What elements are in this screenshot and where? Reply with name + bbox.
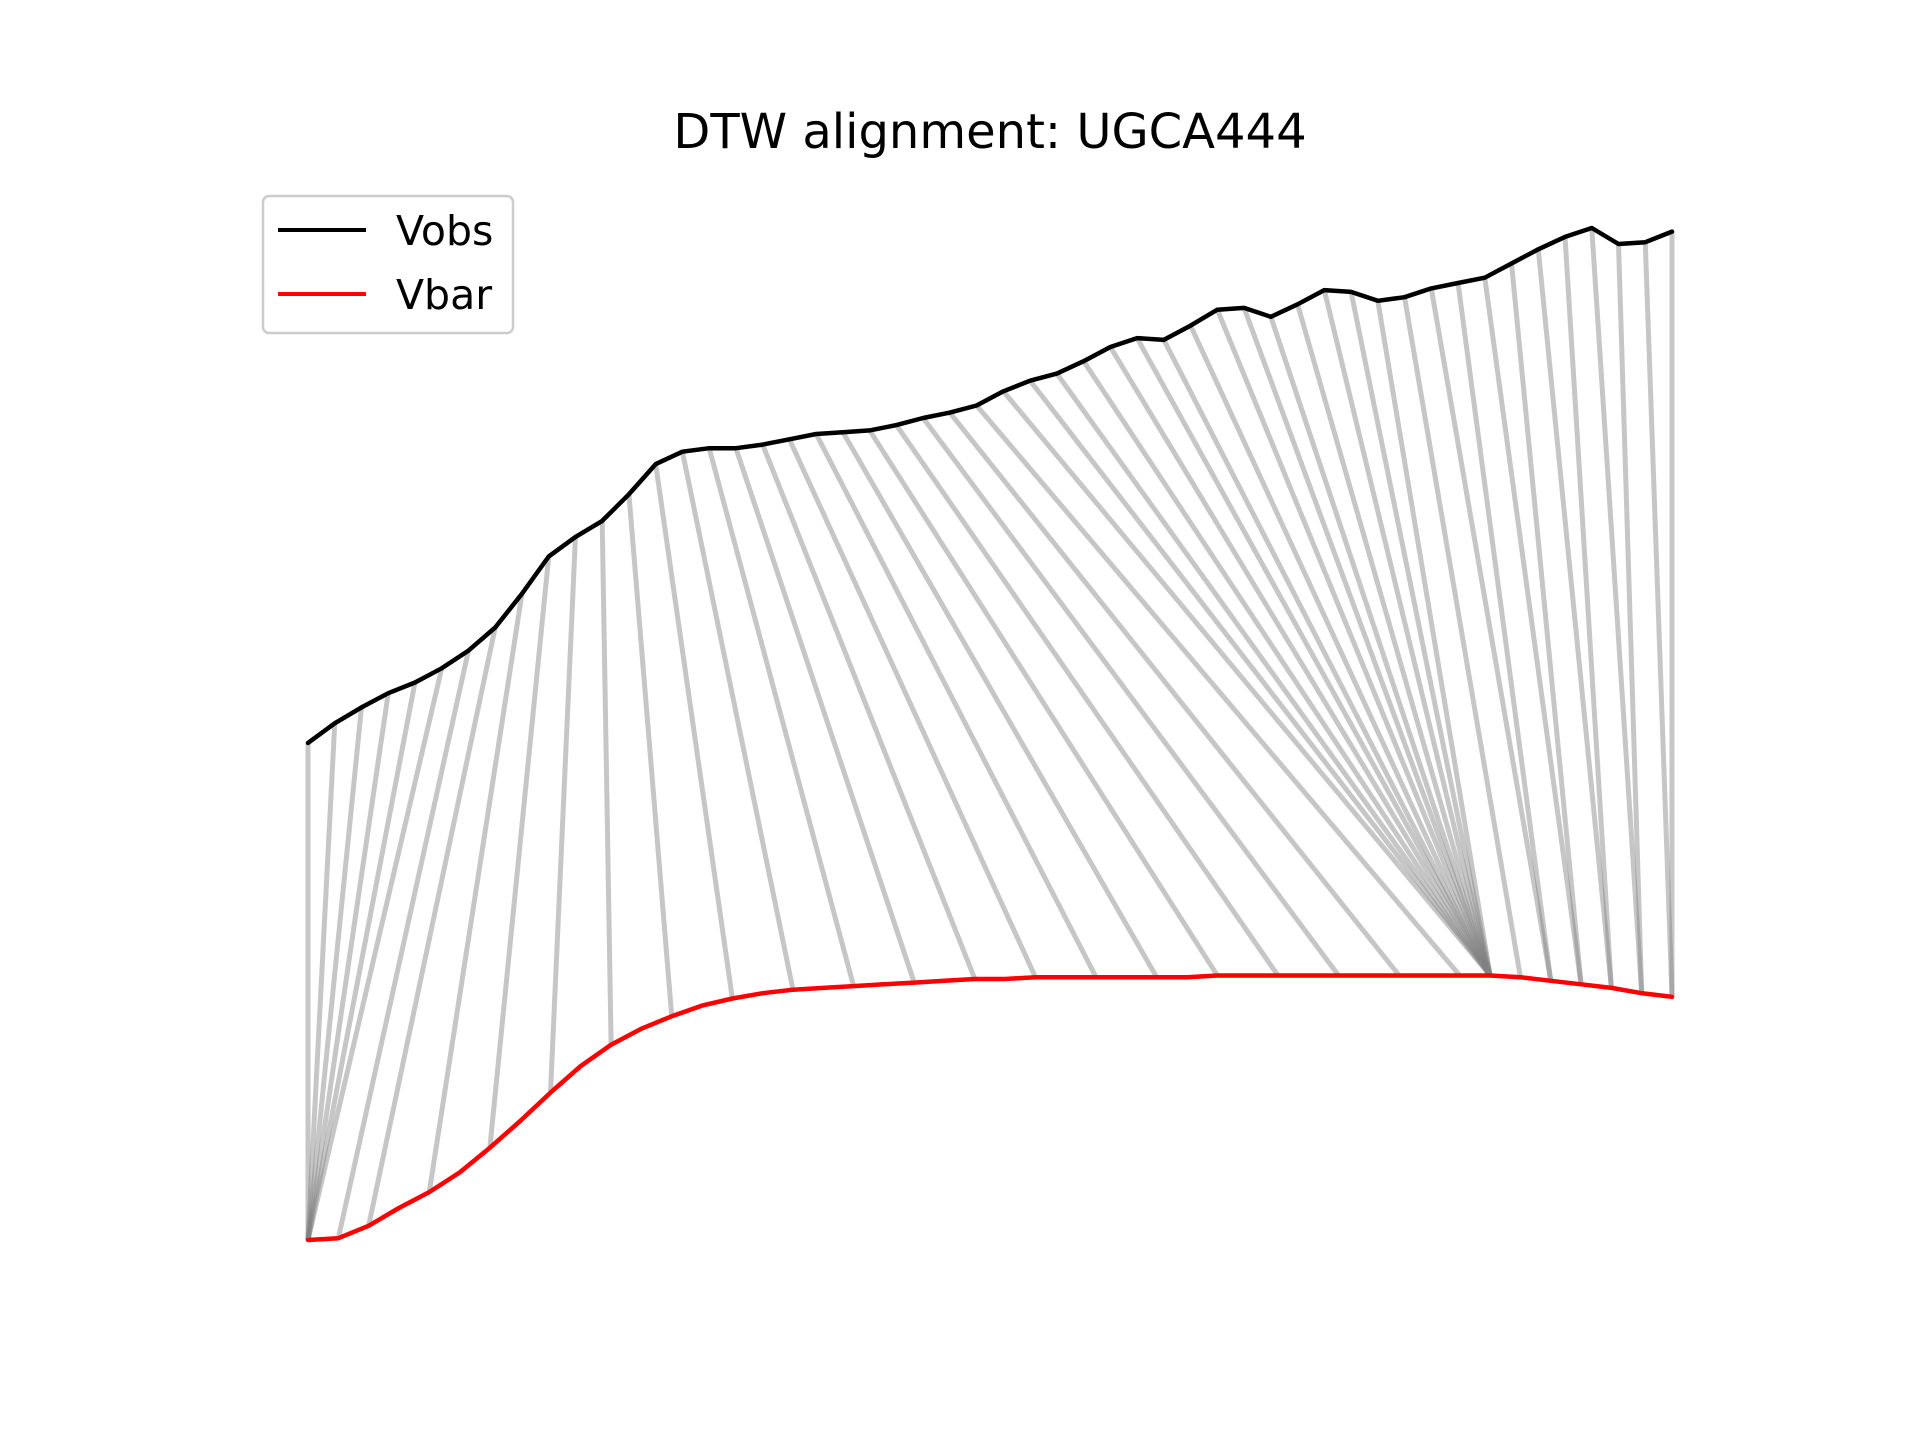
alignment-connector xyxy=(1482,277,1584,985)
alignment-connector xyxy=(1295,303,1493,977)
alignment-connector xyxy=(1081,359,1493,977)
chart-title: DTW alignment: UGCA444 xyxy=(673,104,1306,160)
alignment-connector xyxy=(921,416,1341,977)
alignment-connector xyxy=(1642,242,1675,997)
alignment-connector xyxy=(1108,345,1493,977)
alignment-connector xyxy=(1001,389,1493,978)
alignment-connector xyxy=(1241,307,1493,977)
alignment-connector xyxy=(1562,236,1614,989)
alignment-connector xyxy=(974,403,1462,978)
alignment-connector xyxy=(1348,291,1493,976)
alignment-connector xyxy=(840,430,1159,979)
legend: Vobs Vbar xyxy=(261,194,515,335)
alignment-connector xyxy=(947,411,1402,978)
alignment-connector xyxy=(1321,289,1493,977)
alignment-connector xyxy=(1134,336,1493,977)
alignment-connector xyxy=(787,438,1038,979)
series-lines xyxy=(305,225,1675,1243)
alignment-connector xyxy=(547,536,578,1093)
alignment-connector xyxy=(733,447,917,984)
alignment-connector xyxy=(1028,379,1493,977)
alignment-connector xyxy=(679,451,796,991)
alignment-connector xyxy=(487,556,552,1148)
alignment-connector xyxy=(1455,282,1554,982)
series-line-vbar xyxy=(305,973,1675,1243)
alignment-connector xyxy=(1268,315,1493,977)
legend-label-vbar: Vbar xyxy=(396,271,492,319)
alignment-connector xyxy=(760,443,978,980)
alignment-connector xyxy=(305,707,364,1241)
alignment-connector xyxy=(305,723,338,1241)
alignment-connector xyxy=(1054,372,1493,977)
alignment-connector xyxy=(626,494,675,1017)
alignment-connector xyxy=(1215,308,1493,977)
alignment-connector xyxy=(1509,263,1584,985)
alignment-connector xyxy=(1428,287,1554,982)
alignment-connector xyxy=(867,429,1220,977)
alignment-connectors xyxy=(305,227,1675,1241)
alignment-connector xyxy=(335,650,471,1239)
alignment-connector xyxy=(305,682,418,1241)
alignment-connector xyxy=(813,432,1099,979)
alignment-connector xyxy=(1616,243,1645,994)
alignment-connector xyxy=(653,463,735,999)
alignment-connector xyxy=(894,423,1281,977)
alignment-connector xyxy=(426,593,525,1193)
alignment-connector xyxy=(1589,227,1645,994)
alignment-connector xyxy=(1402,296,1523,978)
alignment-connector xyxy=(1161,338,1493,977)
alignment-connector xyxy=(1188,324,1493,977)
alignment-connector xyxy=(366,626,498,1227)
alignment-connector xyxy=(305,667,445,1241)
alignment-connector xyxy=(599,520,614,1045)
alignment-connector xyxy=(305,692,391,1241)
legend-label-vobs: Vobs xyxy=(396,207,493,255)
alignment-connector xyxy=(1535,249,1614,989)
alignment-connector xyxy=(706,447,857,987)
alignment-connector xyxy=(1375,300,1493,976)
series-line-vobs xyxy=(305,225,1675,746)
